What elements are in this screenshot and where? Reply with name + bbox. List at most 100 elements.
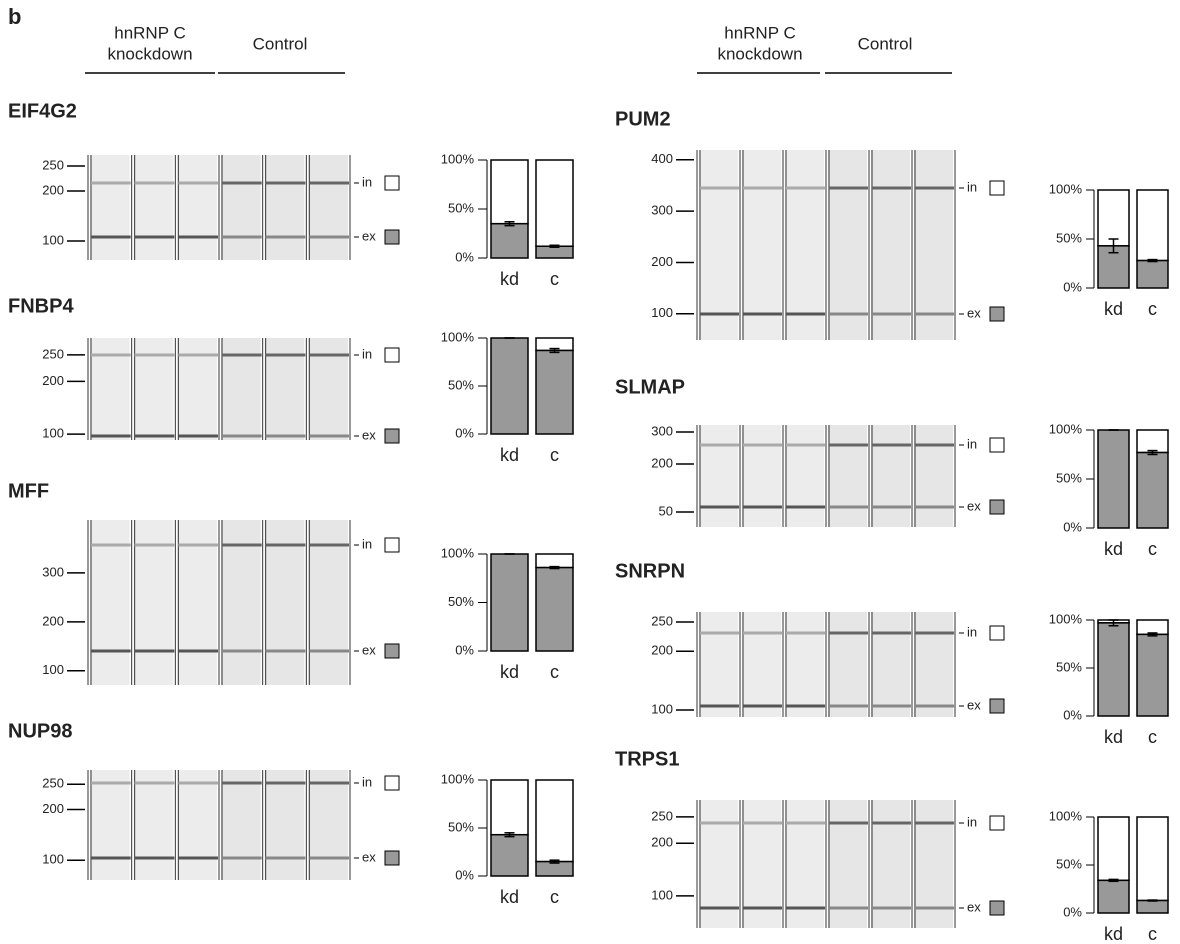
x-tick-label: kd	[1104, 539, 1123, 559]
gene-title: TRPS1	[615, 748, 679, 770]
gel-band	[872, 632, 911, 635]
gel-lane	[308, 770, 348, 880]
gel-band	[786, 187, 825, 190]
ladder-label: 100	[42, 232, 64, 247]
gel-band	[91, 782, 131, 785]
ladder-label: 200	[42, 182, 64, 197]
ladder-label: 300	[651, 203, 673, 218]
gel-band	[135, 544, 175, 547]
gel-lane	[785, 612, 824, 717]
bar	[1098, 880, 1129, 913]
ladder-label: 300	[42, 564, 64, 579]
gel-lane	[699, 425, 738, 527]
band-key	[990, 699, 1004, 713]
gel-band	[135, 354, 175, 357]
gel-band	[743, 907, 782, 910]
gel-band	[91, 236, 131, 239]
gel-lane	[828, 612, 867, 717]
gel-lane	[90, 770, 130, 880]
gel-band	[786, 705, 825, 708]
ladder-label: 100	[651, 887, 673, 902]
gel-band	[915, 444, 954, 447]
gel-lane	[221, 338, 261, 440]
gel-band	[309, 236, 349, 239]
band-label: in	[967, 624, 977, 639]
gel-band	[178, 236, 218, 239]
gel-band	[266, 650, 306, 653]
gel-lane	[177, 338, 217, 440]
y-tick-label: 0%	[455, 867, 474, 882]
gel-band	[700, 506, 739, 509]
gel-band	[786, 822, 825, 825]
x-tick-label: c	[1148, 924, 1157, 944]
gel-lane	[742, 612, 781, 717]
gel-lane	[90, 338, 130, 440]
gel-band	[178, 182, 218, 185]
gel-band	[786, 506, 825, 509]
gel-band	[829, 506, 868, 509]
gel-lane	[265, 770, 305, 880]
band-label: in	[967, 179, 977, 194]
gel-lane	[699, 612, 738, 717]
band-key	[385, 348, 399, 362]
gel-band	[829, 444, 868, 447]
gel-band	[915, 822, 954, 825]
bar	[491, 835, 528, 876]
gel-band	[222, 236, 262, 239]
y-tick-label: 0%	[455, 249, 474, 264]
ladder-label: 400	[651, 151, 673, 166]
gel-lane	[308, 338, 348, 440]
x-tick-label: c	[550, 445, 559, 465]
band-key	[990, 307, 1004, 321]
y-tick-label: 50%	[448, 819, 474, 834]
gel-band	[309, 182, 349, 185]
band-key	[990, 181, 1004, 195]
ladder-label: 100	[42, 852, 64, 867]
gel-band	[786, 632, 825, 635]
gel-band	[178, 354, 218, 357]
gel-lane	[221, 770, 261, 880]
gel-band	[700, 705, 739, 708]
gel-band	[872, 705, 911, 708]
gene-title: NUP98	[8, 720, 72, 742]
gene-title: EIF4G2	[8, 100, 77, 122]
gel-band	[743, 705, 782, 708]
gel-band	[786, 313, 825, 316]
gel-band	[222, 182, 262, 185]
gel-lane	[134, 770, 174, 880]
y-tick-label: 0%	[1063, 519, 1082, 534]
x-tick-label: c	[1148, 727, 1157, 747]
x-tick-label: c	[550, 269, 559, 289]
bar	[1098, 430, 1129, 528]
gel-band	[222, 857, 262, 860]
bar-remainder	[1098, 817, 1129, 880]
band-label: ex	[967, 305, 981, 320]
gel-band	[700, 907, 739, 910]
bar-remainder	[536, 554, 573, 568]
gel-lane	[221, 155, 261, 260]
gel-lane	[177, 155, 217, 260]
gel-band	[309, 650, 349, 653]
gel-band	[91, 857, 131, 860]
header-control: Control	[253, 34, 308, 53]
gel-lane	[828, 150, 867, 340]
gel-band	[700, 632, 739, 635]
gel-band	[309, 354, 349, 357]
gel-band	[786, 907, 825, 910]
gel-band	[700, 187, 739, 190]
gel-band	[872, 187, 911, 190]
gel-band	[829, 822, 868, 825]
y-tick-label: 50%	[448, 200, 474, 215]
band-key	[990, 816, 1004, 830]
gel-band	[91, 435, 131, 438]
y-tick-label: 50%	[448, 594, 474, 609]
x-tick-label: kd	[500, 887, 519, 907]
gel-band	[222, 650, 262, 653]
gene-title: MFF	[8, 480, 49, 502]
gel-band	[135, 182, 175, 185]
gel-band	[266, 435, 306, 438]
gel-lane	[308, 155, 348, 260]
band-label: ex	[967, 697, 981, 712]
gel-band	[743, 313, 782, 316]
band-label: in	[362, 774, 372, 789]
